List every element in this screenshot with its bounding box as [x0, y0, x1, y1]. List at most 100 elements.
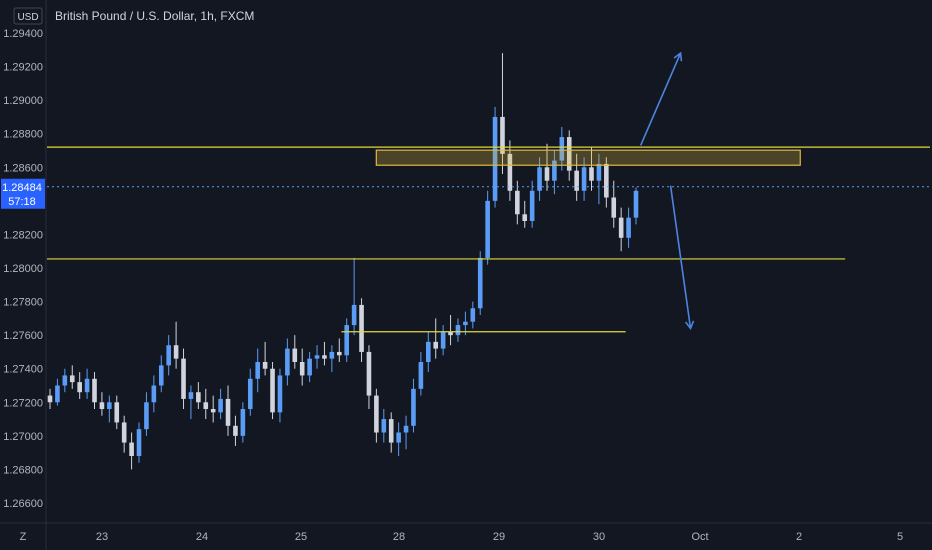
- candle-body: [611, 197, 617, 218]
- candle-body: [314, 355, 320, 359]
- candle-body: [196, 392, 201, 403]
- price-tick-label: 1.28800: [3, 129, 43, 141]
- candle-body: [55, 385, 60, 403]
- candle-body: [144, 402, 149, 430]
- axis-corner-label[interactable]: Z: [20, 531, 27, 543]
- candle-series: [47, 53, 639, 470]
- candle-body: [299, 362, 305, 376]
- candle-body: [544, 167, 550, 181]
- price-tick-label: 1.29400: [3, 28, 43, 40]
- candle-body: [262, 362, 268, 369]
- candle-body: [114, 402, 120, 423]
- candle-body: [448, 331, 453, 336]
- candle-body: [388, 419, 394, 443]
- time-tick-label: 28: [393, 531, 405, 543]
- time-tick-label: 24: [196, 531, 208, 543]
- candle-body: [136, 429, 142, 456]
- candle-body: [589, 167, 594, 181]
- candle-body: [433, 341, 439, 349]
- candle-body: [574, 170, 579, 191]
- candle-body: [522, 214, 528, 221]
- candle-body: [203, 402, 209, 409]
- candle-body: [233, 425, 238, 436]
- candle-body: [210, 409, 216, 413]
- candle-body: [559, 137, 565, 161]
- candle-body: [322, 355, 327, 359]
- candle-body: [121, 422, 127, 443]
- candle-body: [515, 190, 520, 215]
- last-price-badge: 1.28484 57:18: [1, 178, 45, 209]
- candle-body: [107, 402, 112, 409]
- price-tick-label: 1.28600: [3, 162, 43, 174]
- candle-body: [537, 167, 542, 191]
- candle-body: [240, 409, 246, 436]
- candle-body: [418, 362, 424, 389]
- price-tick-label: 1.29200: [3, 62, 43, 74]
- price-tick-label: 1.27200: [3, 397, 43, 409]
- price-tick-label: 1.28000: [3, 263, 43, 275]
- last-price-text: 1.28484: [2, 182, 42, 194]
- candle-body: [426, 341, 431, 362]
- price-tick-label: 1.27400: [3, 364, 43, 376]
- candle-body: [492, 116, 498, 201]
- price-tick-label: 1.26800: [3, 464, 43, 476]
- candle-body: [151, 385, 157, 403]
- candle-body: [507, 153, 513, 191]
- candle-body: [307, 358, 312, 376]
- candle-body: [411, 388, 416, 426]
- currency-label[interactable]: [13, 7, 43, 25]
- candle-body: [188, 392, 194, 399]
- candle-body: [529, 190, 535, 221]
- candle-body: [485, 200, 490, 258]
- candle-body: [604, 163, 609, 198]
- candle-body: [477, 257, 483, 309]
- candle-body: [47, 395, 53, 403]
- candle-body: [470, 308, 476, 322]
- projection-arrow[interactable]: [669, 185, 695, 331]
- candle-body: [403, 425, 409, 433]
- price-axis[interactable]: [0, 0, 46, 523]
- candle-body: [285, 348, 290, 376]
- candle-body: [166, 345, 171, 366]
- candle-body: [463, 321, 468, 326]
- candle-body: [351, 304, 357, 326]
- time-tick-label: 2: [796, 531, 802, 543]
- candle-body: [329, 351, 335, 359]
- time-tick-label: 30: [593, 531, 605, 543]
- countdown-text: 57:18: [8, 196, 36, 208]
- currency-text: USD: [17, 12, 38, 23]
- candle-body: [581, 167, 587, 191]
- candle-body: [552, 160, 557, 181]
- candle-body: [62, 375, 68, 386]
- candle-body: [359, 304, 364, 352]
- time-tick-label: 29: [493, 531, 505, 543]
- chart-title: British Pound / U.S. Dollar, 1h, FXCM: [55, 9, 254, 23]
- candle-body: [626, 217, 631, 238]
- candle-body: [92, 378, 97, 403]
- projection-arrow[interactable]: [639, 51, 683, 146]
- candle-body: [69, 375, 75, 383]
- candle-body: [173, 345, 179, 359]
- candle-body: [596, 163, 602, 181]
- candle-body: [270, 368, 275, 413]
- candle-body: [440, 331, 446, 349]
- price-axis-labels: 1.29400 1.29200 1.29000 1.28800 1.28600 1.282…: [3, 28, 43, 510]
- time-axis[interactable]: [0, 523, 932, 550]
- price-tick-label: 1.27000: [3, 431, 43, 443]
- candle-body: [455, 325, 461, 336]
- price-tick-label: 1.29000: [3, 95, 43, 107]
- candle-body: [218, 398, 223, 413]
- candle-body: [99, 402, 105, 409]
- candle-body: [618, 217, 624, 238]
- candle-body: [336, 351, 342, 356]
- candle-body: [129, 442, 134, 456]
- candle-body: [181, 358, 186, 399]
- candle-body: [633, 190, 639, 218]
- drawings-layer: [47, 51, 930, 333]
- time-tick-label: 5: [897, 531, 903, 543]
- resistance-zone-rectangle[interactable]: [375, 149, 801, 166]
- price-tick-label: 1.28200: [3, 229, 43, 241]
- time-tick-label: 23: [96, 531, 108, 543]
